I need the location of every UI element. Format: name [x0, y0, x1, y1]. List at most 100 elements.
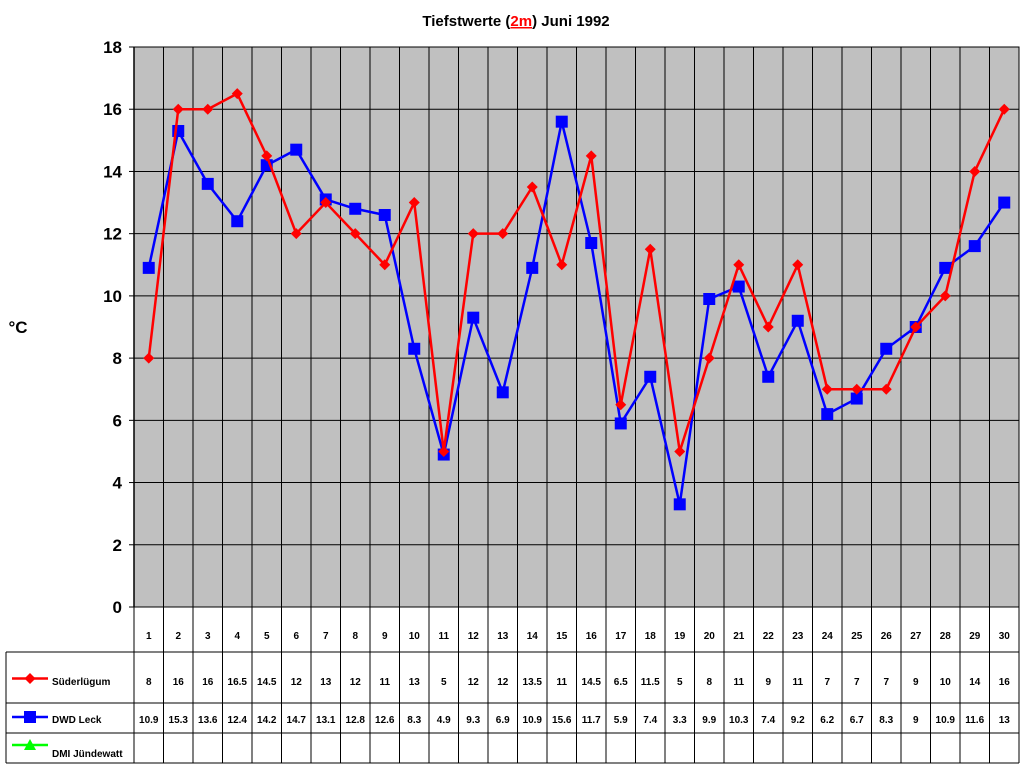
- data-table-value: 14: [969, 677, 981, 688]
- data-table-value: 12: [497, 677, 509, 688]
- x-tick-label: 15: [556, 631, 568, 642]
- data-table-value: 11.5: [641, 677, 660, 688]
- x-tick-label: 5: [264, 631, 270, 642]
- data-table-value: 6.9: [496, 715, 510, 726]
- data-table-value: 3.3: [673, 715, 687, 726]
- x-tick-label: 2: [175, 631, 181, 642]
- data-table-value: 12.4: [228, 715, 248, 726]
- x-tick-label: 1: [146, 631, 152, 642]
- x-tick-label: 18: [645, 631, 657, 642]
- data-point: [939, 261, 952, 274]
- x-tick-label: 20: [704, 631, 716, 642]
- x-tick-label: 3: [205, 631, 211, 642]
- data-point: [821, 383, 833, 395]
- data-table-value: 9.2: [791, 715, 805, 726]
- data-table-value: 9.3: [466, 715, 480, 726]
- data-point: [615, 399, 627, 411]
- data-point: [526, 181, 538, 193]
- data-table-value: 13.6: [198, 715, 218, 726]
- x-tick-label: 14: [527, 631, 539, 642]
- data-point: [585, 237, 598, 249]
- data-point: [142, 261, 155, 274]
- x-tick-label: 23: [792, 631, 804, 642]
- data-point: [467, 311, 480, 324]
- y-tick-label: 8: [113, 349, 122, 368]
- x-tick-label: 17: [615, 631, 627, 642]
- data-table-value: 14.5: [257, 677, 277, 688]
- data-table-value: 12: [468, 677, 480, 688]
- data-table-value: 7: [854, 677, 860, 688]
- x-tick-label: 19: [674, 631, 686, 642]
- data-point: [261, 150, 273, 162]
- y-tick-label: 0: [113, 598, 122, 617]
- data-table-value: 15.3: [169, 715, 189, 726]
- data-table-value: 10.3: [729, 715, 749, 726]
- data-table-value: 7.4: [643, 715, 657, 726]
- data-point: [674, 445, 686, 457]
- y-tick-label: 12: [103, 225, 122, 244]
- x-tick-label: 21: [733, 631, 745, 642]
- data-table-value: 10: [940, 677, 952, 688]
- data-table-value: 13.5: [523, 677, 543, 688]
- x-tick-label: 26: [881, 631, 893, 642]
- data-point: [968, 240, 981, 253]
- data-table-value: 13.1: [316, 715, 336, 726]
- x-tick-label: 10: [409, 631, 421, 642]
- data-table-value: 10.9: [139, 715, 159, 726]
- data-table-value: 14.7: [287, 715, 307, 726]
- data-point: [201, 177, 214, 190]
- data-table-value: 9.9: [702, 715, 716, 726]
- data-point: [172, 103, 184, 115]
- data-table-value: 11: [556, 677, 567, 688]
- data-point: [703, 293, 716, 305]
- data-table-value: 10.9: [936, 715, 956, 726]
- data-point: [497, 228, 509, 240]
- x-tick-label: 9: [382, 631, 388, 642]
- x-tick-label: 27: [910, 631, 922, 642]
- data-point: [349, 228, 361, 240]
- data-point: [733, 259, 745, 271]
- y-tick-label: 10: [103, 287, 122, 306]
- data-point: [231, 215, 244, 228]
- x-tick-label: 24: [822, 631, 834, 642]
- data-point: [762, 370, 775, 383]
- x-tick-label: 30: [999, 631, 1011, 642]
- x-tick-label: 22: [763, 631, 775, 642]
- data-table-value: 6.5: [614, 677, 628, 688]
- data-table-value: 16: [999, 677, 1011, 688]
- data-table-value: 13: [320, 677, 332, 688]
- data-point: [791, 314, 804, 327]
- data-table-value: 16: [173, 677, 185, 688]
- data-point: [644, 243, 656, 255]
- data-table-value: 13: [409, 677, 421, 688]
- data-table-value: 14.2: [257, 715, 277, 726]
- data-table-value: 8.3: [407, 715, 421, 726]
- x-tick-label: 11: [438, 631, 449, 642]
- data-point: [969, 165, 981, 177]
- data-table-value: 12.6: [375, 715, 395, 726]
- x-tick-label: 28: [940, 631, 952, 642]
- data-point: [467, 228, 479, 240]
- data-table-value: 9: [765, 677, 771, 688]
- data-point: [880, 383, 892, 395]
- data-point: [408, 197, 420, 209]
- data-point: [526, 261, 539, 274]
- chart-title-suffix: ) Juni 1992: [532, 13, 610, 30]
- data-table-value: 12: [291, 677, 303, 688]
- y-tick-label: 4: [113, 474, 123, 493]
- legend-marker: [24, 739, 36, 750]
- data-table-value: 9: [913, 715, 919, 726]
- data-table-value: 16: [202, 677, 214, 688]
- data-point: [556, 259, 568, 271]
- x-tick-label: 29: [969, 631, 981, 642]
- chart-title: Tiefstwerte (2m) Juni 1992: [422, 13, 609, 30]
- data-table-value: 11: [733, 677, 744, 688]
- x-tick-label: 25: [851, 631, 863, 642]
- data-table-value: 11: [792, 677, 803, 688]
- data-point: [290, 143, 303, 156]
- data-table-value: 7: [883, 677, 889, 688]
- data-point: [555, 115, 568, 128]
- data-table-value: 8: [706, 677, 712, 688]
